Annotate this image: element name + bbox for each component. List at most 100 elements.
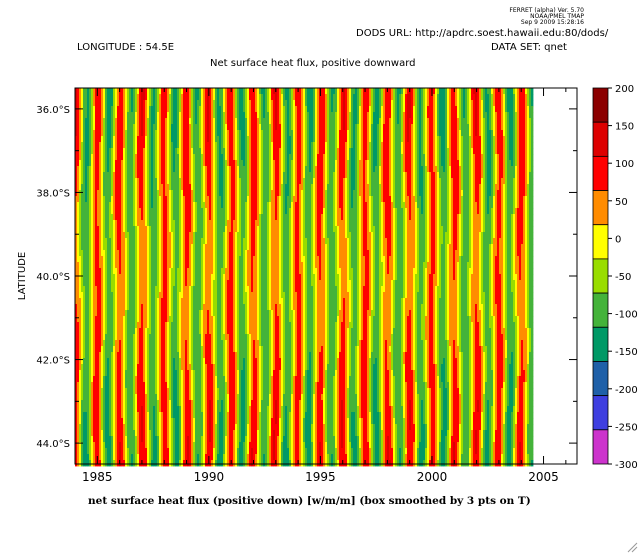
heatmap-cell (141, 238, 144, 245)
heatmap-cell (91, 340, 94, 347)
heatmap-cell (169, 364, 172, 371)
heatmap-cell (85, 292, 88, 299)
heatmap-cell (163, 94, 166, 101)
heatmap-cell (163, 442, 166, 449)
heatmap-cell (79, 172, 82, 179)
heatmap-cell (87, 226, 90, 233)
heatmap-cell (77, 232, 80, 239)
heatmap-cell (99, 292, 102, 299)
heatmap-cell (129, 94, 132, 101)
heatmap-cell (89, 352, 92, 359)
heatmap-cell (75, 154, 78, 161)
heatmap-cell (93, 100, 96, 107)
heatmap-cell (113, 172, 116, 179)
heatmap-cell (153, 316, 156, 323)
heatmap-cell (89, 376, 92, 383)
heatmap-cell (165, 118, 168, 125)
heatmap-cell (79, 340, 82, 347)
heatmap-cell (165, 112, 168, 119)
heatmap-cell (89, 160, 92, 167)
heatmap-cell (139, 412, 142, 419)
heatmap-cell (137, 100, 140, 107)
heatmap-cell (147, 280, 150, 287)
heatmap-cell (131, 226, 134, 233)
heatmap-cell (169, 94, 172, 101)
heatmap-cell (153, 304, 156, 311)
heatmap-cell (121, 286, 124, 293)
heatmap-cell (167, 178, 170, 185)
heatmap-cell (159, 346, 162, 353)
heatmap-cell (163, 136, 166, 143)
heatmap-cell (93, 436, 96, 443)
heatmap-cell (131, 316, 134, 323)
heatmap-cell (87, 430, 90, 437)
heatmap-cell (117, 280, 120, 287)
heatmap-cell (111, 226, 114, 233)
heatmap-cell (93, 220, 96, 227)
heatmap-cell (139, 130, 142, 137)
heatmap-cell (165, 136, 168, 143)
heatmap-cell (77, 412, 80, 419)
heatmap-cell (141, 310, 144, 317)
heatmap-cell (105, 130, 108, 137)
heatmap-cell (127, 256, 130, 263)
heatmap-cell (119, 160, 122, 167)
heatmap-cell (97, 118, 100, 125)
heatmap-cell (139, 214, 142, 221)
heatmap-cell (83, 418, 86, 425)
heatmap-cell (127, 286, 130, 293)
heatmap-cell (121, 274, 124, 281)
heatmap-cell (91, 226, 94, 233)
heatmap-cell (149, 196, 152, 203)
heatmap-cell (167, 166, 170, 173)
heatmap-cell (139, 136, 142, 143)
heatmap-cell (89, 430, 92, 437)
heatmap-cell (105, 214, 108, 221)
heatmap-cell (77, 382, 80, 389)
heatmap-cell (123, 142, 126, 149)
heatmap-cell (75, 382, 78, 389)
heatmap-cell (87, 310, 90, 317)
heatmap-cell (161, 178, 164, 185)
heatmap-cell (123, 160, 126, 167)
heatmap-cell (127, 322, 130, 329)
heatmap-cell (155, 160, 158, 167)
heatmap-cell (133, 88, 136, 95)
heatmap-cell (87, 142, 90, 149)
heatmap-cell (79, 184, 82, 191)
heatmap-cell (127, 334, 130, 341)
heatmap-cell (149, 292, 152, 299)
heatmap-cell (117, 124, 120, 131)
heatmap-cell (121, 178, 124, 185)
heatmap-cell (139, 172, 142, 179)
heatmap-cell (93, 226, 96, 233)
heatmap-cell (123, 244, 126, 251)
heatmap-cell (135, 130, 138, 137)
heatmap-cell (85, 358, 88, 365)
heatmap-cell (155, 460, 158, 467)
heatmap-cell (95, 448, 98, 455)
heatmap-cell (129, 298, 132, 305)
heatmap-cell (81, 154, 84, 161)
heatmap-cell (95, 346, 98, 353)
heatmap-cell (101, 280, 104, 287)
heatmap-cell (151, 130, 154, 137)
heatmap-cell (107, 436, 110, 443)
heatmap-cell (87, 118, 90, 125)
heatmap-cell (171, 148, 174, 155)
heatmap-cell (75, 358, 78, 365)
heatmap-cell (149, 346, 152, 353)
heatmap-cell (151, 454, 154, 461)
heatmap-cell (99, 268, 102, 275)
heatmap-cell (127, 424, 130, 431)
heatmap-cell (97, 142, 100, 149)
heatmap-cell (165, 280, 168, 287)
heatmap-cell (157, 214, 160, 221)
heatmap-cell (109, 196, 112, 203)
heatmap-cell (171, 436, 174, 443)
heatmap-cell (135, 406, 138, 413)
heatmap-cell (167, 106, 170, 113)
heatmap-cell (169, 406, 172, 413)
heatmap-cell (147, 400, 150, 407)
heatmap-cell (89, 358, 92, 365)
